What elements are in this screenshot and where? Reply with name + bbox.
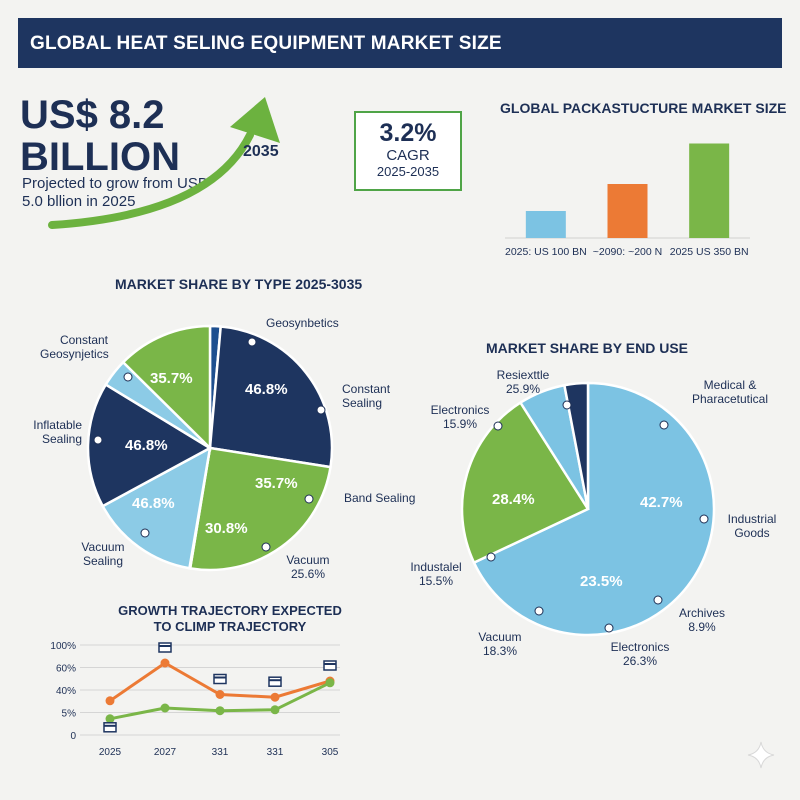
line-x-tick: 305 <box>322 747 339 758</box>
type-inner-label: 46.8% <box>245 381 288 398</box>
end-label-electronics-bottom: Electronics 26.3% <box>610 640 670 668</box>
line-x-tick: 2025 <box>99 747 122 758</box>
page-title: GLOBAL HEAT SELING EQUIPMENT MARKET SIZE <box>30 33 502 54</box>
end-label-industalel: Industalel 15.5% <box>410 560 462 588</box>
line-y-tick: 0 <box>70 731 76 742</box>
end-leader-dot <box>493 421 503 431</box>
end-label-electronics-left: Electronics 15.9% <box>430 403 490 431</box>
packaging-bar-chart: 2025: US 100 BN ~2090: ~200 N 2025 US 350 … <box>505 143 750 258</box>
type-inner-label: 35.7% <box>255 475 298 492</box>
type-label-vacuum-sealing: Vacuum Sealing <box>81 540 125 568</box>
headline-unit: BILLION <box>20 135 180 179</box>
type-label-constant-geosynjetics: Constant Geosynjetics <box>40 333 109 361</box>
line-point <box>160 703 170 713</box>
end-leader-dot <box>534 606 544 616</box>
header-banner <box>18 18 782 68</box>
end-label-industrial: Industrial Goods <box>727 512 777 540</box>
line-point <box>325 678 335 688</box>
type-inner-label: 46.8% <box>125 437 168 454</box>
line-x-tick: 331 <box>212 747 229 758</box>
line-x-tick: 2027 <box>154 747 177 758</box>
end-label-resiexttle: Resiexttle 25.9% <box>496 368 550 396</box>
growth-chart-title: GROWTH TRAJECTORY EXPECTED TO CLIMP TRAJE… <box>118 603 342 634</box>
end-use-title: MARKET SHARE BY END USE <box>486 340 688 356</box>
type-share-title: MARKET SHARE BY TYPE 2025-3035 <box>115 276 363 292</box>
end-inner-label: 42.7% <box>640 494 683 511</box>
calendar-icon <box>158 642 172 653</box>
calendar-icon <box>268 676 282 687</box>
end-leader-dot <box>486 552 496 562</box>
type-leader-dot <box>123 372 133 382</box>
type-leader-dot <box>261 542 271 552</box>
headline-year: 2035 <box>243 143 279 160</box>
end-label-archives: Archives 8.9% <box>678 606 725 634</box>
bar-1 <box>607 184 648 238</box>
type-label-constant-sealing: Constant Sealing <box>342 382 391 410</box>
type-share-pie-chart <box>86 324 334 572</box>
headline-note: Projected to grow from USD 5.0 bllion in… <box>22 175 209 210</box>
type-slice-5 <box>86 382 213 508</box>
bar-category-label: ~2090: ~200 N <box>593 246 662 258</box>
type-slice-1 <box>208 325 334 469</box>
sparkle-icon <box>747 741 775 769</box>
end-leader-dot <box>699 514 709 524</box>
cagr-label: CAGR <box>386 147 430 164</box>
type-slice-4 <box>101 445 212 570</box>
calendar-icon <box>323 660 337 671</box>
line-y-tick: 40% <box>56 686 76 697</box>
end-label-vacuum: Vacuum 18.3% <box>478 630 522 658</box>
end-inner-label: 23.5% <box>580 573 623 590</box>
line-point <box>160 658 170 668</box>
end-slice-0 <box>472 381 716 637</box>
end-label-medical: Medical & Pharacetutical <box>691 378 769 406</box>
calendar-icon <box>103 722 117 733</box>
type-leader-dot <box>140 528 150 538</box>
type-slice-2 <box>188 446 332 572</box>
type-leader-dot <box>247 337 257 347</box>
type-leader-dot <box>304 494 314 504</box>
bar-category-label: 2025 US 350 BN <box>670 246 749 258</box>
end-leader-dot <box>659 420 669 430</box>
bar-2 <box>689 143 730 238</box>
type-label-inflatable-sealing: Inflatable Sealing <box>33 418 82 446</box>
line-point <box>215 690 225 699</box>
type-inner-label: 35.7% <box>150 370 193 387</box>
calendar-icon <box>213 673 227 685</box>
line-y-tick: 5% <box>62 709 77 720</box>
cagr-value: 3.2% <box>379 119 437 147</box>
type-label-geosynbetics: Geosynbetics <box>266 316 339 330</box>
bar-0 <box>525 211 566 238</box>
line-x-tick: 331 <box>267 747 284 758</box>
line-point <box>105 696 115 706</box>
line-point <box>270 705 280 715</box>
line-point <box>105 714 115 724</box>
end-leader-dot <box>604 623 614 633</box>
type-inner-label: 30.8% <box>205 520 248 537</box>
end-leader-dot <box>653 595 663 605</box>
line-y-tick: 100% <box>50 641 76 652</box>
line-point <box>270 692 280 702</box>
end-use-pie-chart <box>460 381 716 637</box>
end-slice-3 <box>562 381 590 510</box>
end-inner-label: 28.4% <box>492 491 535 508</box>
cagr-period: 2025-2035 <box>376 164 440 179</box>
headline-amount: US$ 8.2 <box>20 93 165 137</box>
type-label-vacuum-pct: Vacuum 25.6% <box>286 553 330 581</box>
packaging-chart-title: GLOBAL PACKASTUCTURE MARKET SIZE <box>500 100 787 116</box>
end-leader-dot <box>562 400 572 410</box>
cagr-box: 3.2% CAGR 2025-2035 <box>354 111 462 191</box>
type-slice-7 <box>121 324 212 451</box>
type-leader-dot <box>93 435 103 445</box>
growth-line-chart: 100% 60% 40% 5% 0 2025 2027 331 331 305 <box>50 641 340 758</box>
type-inner-label: 46.8% <box>132 495 175 512</box>
growth-arrow-icon <box>48 97 280 229</box>
type-label-band-sealing: Band Sealing <box>344 491 416 505</box>
bar-category-label: 2025: US 100 BN <box>505 246 587 258</box>
line-y-tick: 60% <box>56 664 76 675</box>
end-slice-1 <box>460 400 590 565</box>
line-point <box>215 706 225 716</box>
type-leader-dot <box>316 405 326 415</box>
